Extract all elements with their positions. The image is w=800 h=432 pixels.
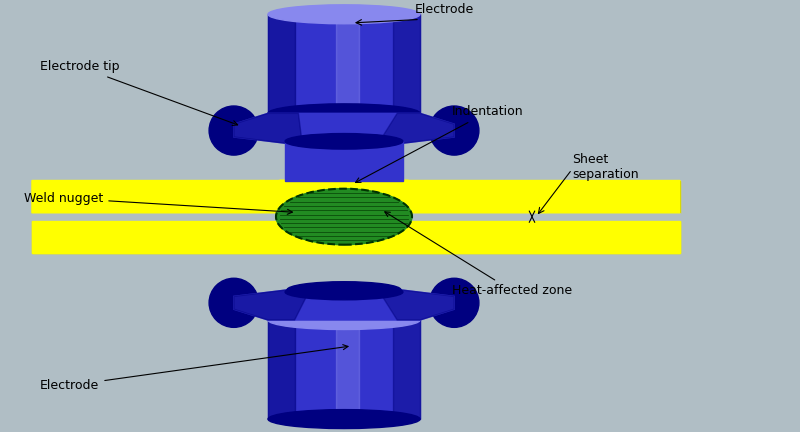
- Ellipse shape: [285, 133, 403, 149]
- Ellipse shape: [209, 278, 258, 327]
- Ellipse shape: [430, 278, 479, 327]
- Text: Weld nugget: Weld nugget: [24, 192, 292, 214]
- Polygon shape: [234, 290, 310, 320]
- Polygon shape: [268, 320, 420, 419]
- Polygon shape: [268, 14, 420, 113]
- Polygon shape: [32, 181, 680, 213]
- Polygon shape: [394, 320, 420, 419]
- Polygon shape: [378, 290, 454, 320]
- Ellipse shape: [268, 104, 420, 123]
- Ellipse shape: [287, 282, 401, 298]
- Ellipse shape: [276, 189, 412, 245]
- Text: Electrode tip: Electrode tip: [40, 60, 238, 125]
- Polygon shape: [268, 14, 294, 113]
- Ellipse shape: [430, 106, 479, 155]
- Bar: [32, 213, 680, 221]
- Text: Electrode: Electrode: [414, 3, 474, 16]
- Polygon shape: [32, 221, 680, 253]
- Ellipse shape: [285, 284, 403, 300]
- Ellipse shape: [268, 410, 420, 429]
- Text: Sheet
separation: Sheet separation: [572, 153, 638, 181]
- Text: Heat-affected zone: Heat-affected zone: [385, 212, 572, 297]
- Polygon shape: [378, 113, 454, 143]
- Polygon shape: [394, 14, 420, 113]
- Polygon shape: [234, 290, 454, 320]
- Polygon shape: [336, 14, 359, 113]
- Polygon shape: [32, 221, 680, 253]
- Ellipse shape: [268, 311, 420, 330]
- Text: Indentation: Indentation: [355, 105, 524, 182]
- Polygon shape: [234, 113, 454, 143]
- Polygon shape: [285, 141, 403, 181]
- Text: Electrode: Electrode: [40, 345, 348, 392]
- Polygon shape: [336, 320, 359, 419]
- Polygon shape: [268, 320, 294, 419]
- Polygon shape: [234, 113, 302, 143]
- Ellipse shape: [268, 5, 420, 24]
- Ellipse shape: [287, 135, 401, 152]
- Ellipse shape: [209, 106, 258, 155]
- Polygon shape: [32, 181, 680, 213]
